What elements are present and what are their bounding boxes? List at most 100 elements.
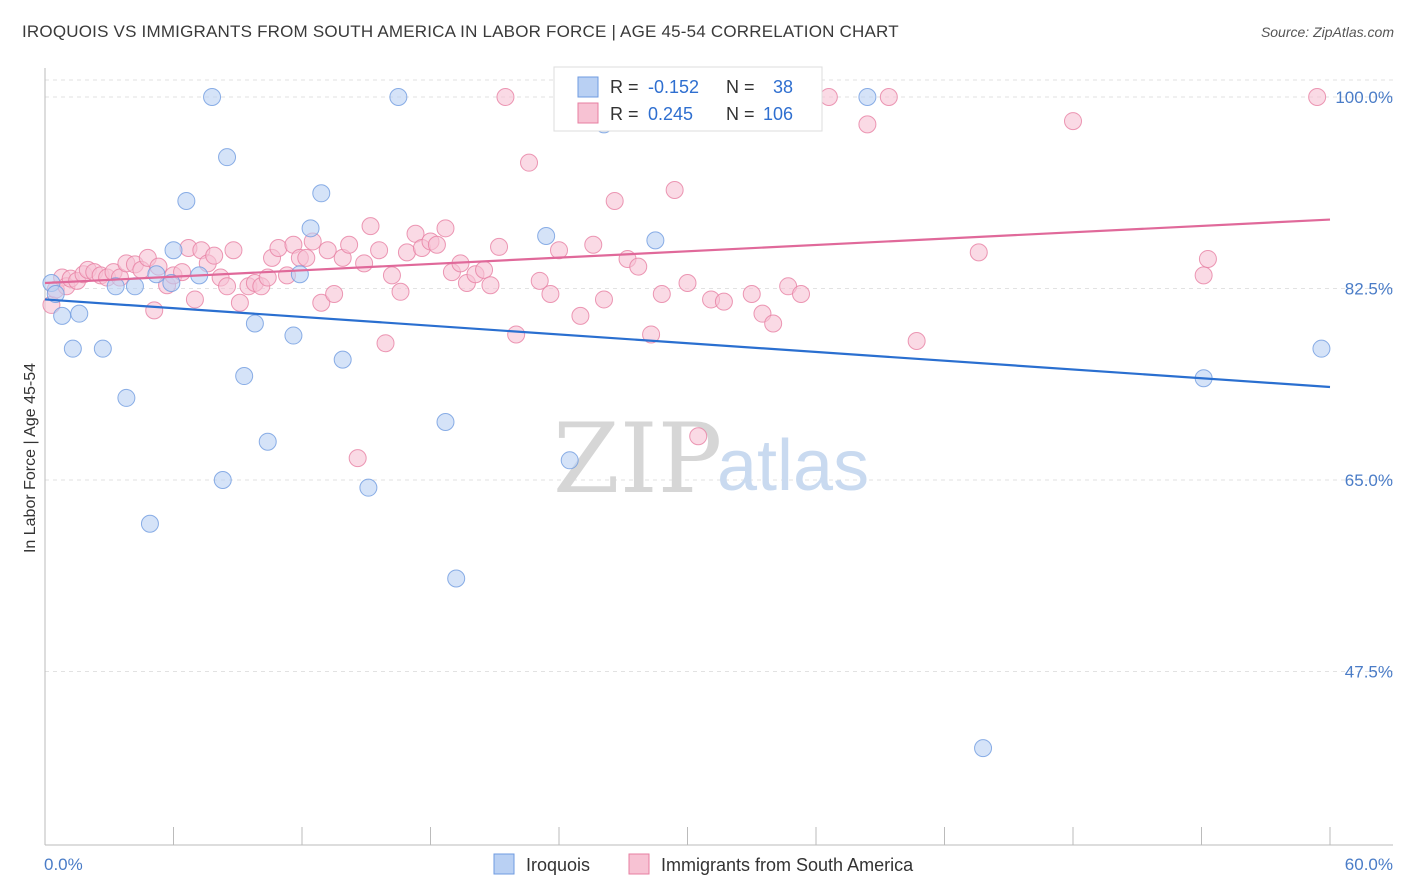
iroquois-point [140, 514, 159, 533]
axes [44, 68, 1393, 846]
immigrants-point [907, 332, 926, 351]
iroquois-point [560, 451, 579, 470]
iroquois-point [290, 265, 309, 284]
legend-r-value-1: -0.152 [648, 77, 699, 97]
immigrants-point [397, 243, 416, 262]
iroquois-point [858, 88, 877, 106]
immigrants-point [819, 88, 838, 106]
immigrants-point [678, 274, 697, 293]
immigrants-point [507, 325, 526, 344]
bottom-legend-iroquois: Iroquois [526, 855, 590, 875]
series-legend: Iroquois Immigrants from South America [493, 853, 914, 875]
scatter-points [42, 88, 1331, 758]
immigrants-point [1198, 249, 1217, 268]
watermark: ZIP atlas [553, 403, 869, 515]
immigrants-point [391, 282, 410, 301]
legend-r-label-2: R = [610, 104, 639, 124]
y-tick-label: 65.0% [1345, 471, 1393, 490]
iroquois-point [203, 88, 222, 106]
immigrants-point [269, 239, 288, 258]
immigrants-point [355, 254, 374, 273]
immigrants-point [312, 293, 331, 312]
bottom-legend-swatch-iroquois [493, 853, 515, 875]
immigrants-point [436, 219, 455, 238]
immigrants-point [297, 248, 316, 267]
iroquois-point [106, 277, 125, 296]
iroquois-point [125, 277, 144, 296]
immigrants-point [218, 277, 237, 296]
y-tick-labels: 47.5% 65.0% 82.5% 100.0% [1335, 88, 1393, 682]
iroquois-point [284, 326, 303, 345]
x-tick-label-min: 0.0% [44, 855, 83, 874]
y-tick-label: 100.0% [1335, 88, 1393, 107]
immigrants-point [318, 241, 337, 260]
immigrants-point [1194, 266, 1213, 285]
iroquois-point [53, 306, 72, 325]
immigrants-point [340, 235, 359, 254]
immigrants-point [382, 266, 401, 285]
iroquois-point [974, 739, 993, 758]
immigrants-point [1308, 88, 1327, 106]
immigrants-point [496, 88, 515, 106]
iroquois-point [218, 148, 237, 167]
immigrants-point [605, 191, 624, 210]
legend-n-value-1: 38 [773, 77, 793, 97]
iroquois-point [312, 184, 331, 203]
iroquois-point [245, 314, 264, 333]
correlation-legend: R = -0.152 N = 38 R = 0.245 N = 106 [553, 66, 823, 132]
immigrants-point [427, 235, 446, 254]
iroquois-point [537, 226, 556, 245]
immigrants-point [348, 449, 367, 468]
iroquois-point [235, 367, 254, 386]
immigrants-point [376, 334, 395, 353]
iroquois-point [70, 304, 89, 323]
immigrants-point [520, 153, 539, 172]
immigrants-point [145, 301, 164, 320]
immigrants-point [361, 217, 380, 236]
immigrants-point [714, 292, 733, 311]
immigrants-point [230, 293, 249, 312]
iroquois-point [389, 88, 408, 106]
immigrants-point [325, 284, 344, 303]
chart-title: IROQUOIS VS IMMIGRANTS FROM SOUTH AMERIC… [22, 22, 899, 41]
legend-n-label-1: N = [726, 77, 755, 97]
immigrants-point [642, 325, 661, 344]
immigrants-point [550, 241, 568, 260]
bottom-legend-immigrants: Immigrants from South America [661, 855, 914, 875]
iroquois-point [447, 569, 466, 588]
iroquois-point [258, 432, 277, 451]
iroquois-point [359, 478, 378, 497]
immigrants-point [742, 284, 761, 303]
iroquois-point [117, 388, 136, 407]
y-tick-label: 47.5% [1345, 663, 1393, 682]
immigrants-point [370, 241, 389, 260]
iroquois-point [646, 231, 665, 250]
immigrants-point [969, 243, 988, 262]
iroquois-point [164, 241, 183, 260]
iroquois-point [333, 350, 352, 369]
immigrants-point [530, 271, 549, 290]
immigrants-point [594, 290, 613, 309]
immigrants-point [205, 246, 224, 265]
immigrants-point [541, 284, 560, 303]
iroquois-point [177, 191, 196, 210]
source-label: Source: ZipAtlas.com [1260, 24, 1394, 40]
immigrants-point [185, 290, 204, 309]
legend-n-value-2: 106 [763, 104, 793, 124]
immigrants-point [858, 115, 877, 134]
iroquois-point [147, 265, 166, 284]
immigrants-point [571, 306, 590, 325]
legend-r-label-1: R = [610, 77, 639, 97]
immigrants-point [652, 284, 671, 303]
immigrants-point [879, 88, 898, 106]
immigrants-point [689, 427, 708, 446]
legend-r-value-2: 0.245 [648, 104, 693, 124]
watermark-zip: ZIP [553, 403, 722, 515]
iroquois-point [301, 219, 320, 238]
legend-swatch-iroquois [577, 76, 599, 98]
immigrants-point [629, 257, 648, 276]
legend-swatch-immigrants [577, 102, 599, 124]
iroquois-point [162, 274, 181, 293]
trend-lines [44, 218, 1331, 389]
